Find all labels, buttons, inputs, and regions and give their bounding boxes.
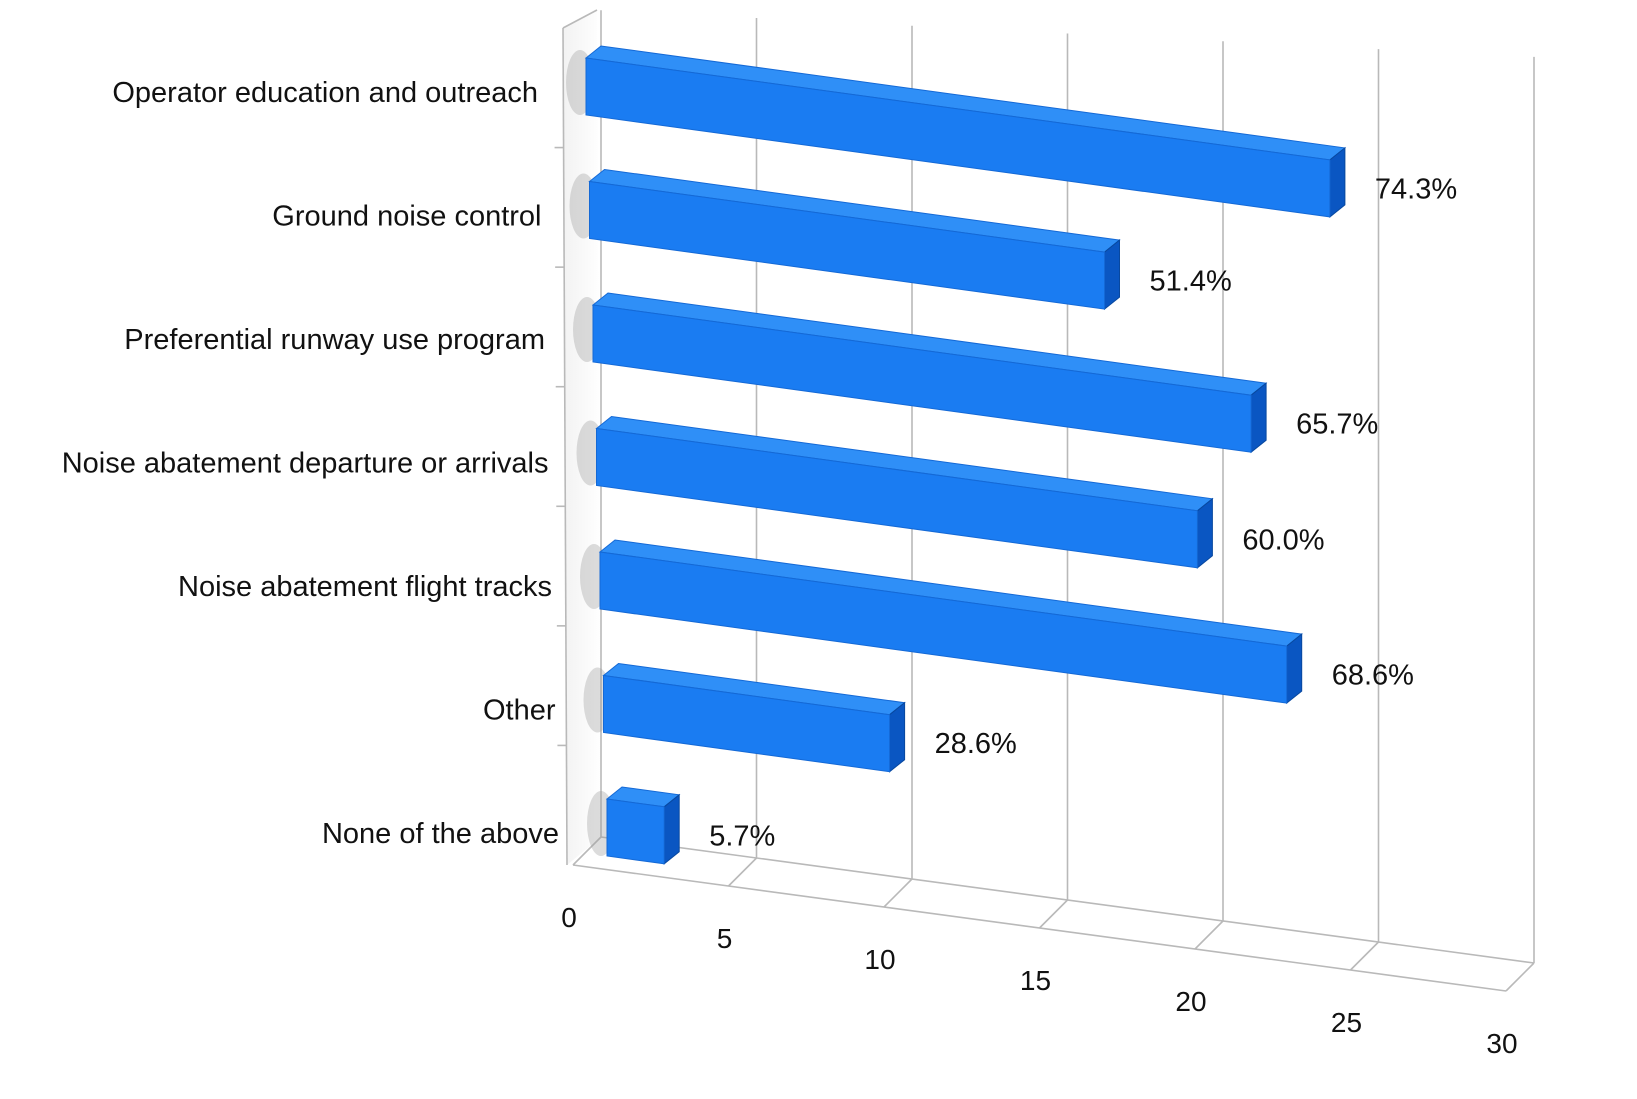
gridline-floor (727, 857, 758, 887)
category-label: Preferential runway use program (124, 324, 545, 356)
data-label: 74.3% (1375, 173, 1457, 205)
x-tick-label: 20 (1175, 986, 1206, 1017)
gridline-floor (1038, 899, 1069, 929)
bar (603, 674, 891, 773)
bar-side (1286, 633, 1303, 705)
bar-side (1104, 239, 1120, 311)
category-axis-line (562, 27, 568, 866)
bar (589, 180, 1105, 310)
x-tick-label: 0 (561, 902, 577, 933)
data-label: 51.4% (1150, 266, 1232, 298)
x-tick-label: 5 (717, 923, 733, 954)
data-label: 60.0% (1242, 524, 1324, 556)
bar-side (1250, 382, 1267, 454)
bar (596, 427, 1198, 569)
data-label: 5.7% (709, 820, 775, 852)
x-tick-label: 10 (864, 944, 895, 975)
bar-side (1329, 146, 1346, 218)
gridline-floor (1505, 962, 1535, 992)
bar (599, 551, 1288, 704)
bar (606, 798, 665, 865)
bar (585, 57, 1331, 218)
category-label: None of the above (322, 818, 559, 850)
gridline-floor (572, 836, 602, 866)
bar-side (663, 793, 680, 865)
data-label: 65.7% (1296, 409, 1378, 441)
category-label: Noise abatement departure or arrivals (62, 448, 549, 480)
data-label: 68.6% (1332, 660, 1414, 692)
wall-top-edge (562, 9, 598, 29)
category-label: Other (483, 695, 556, 727)
x-tick-label: 15 (1020, 965, 1051, 996)
gridline-floor (1349, 941, 1380, 971)
category-label: Operator education and outreach (112, 77, 538, 109)
bar-side (889, 701, 906, 773)
floor-back-edge (600, 836, 1535, 964)
bar (592, 304, 1252, 453)
data-label: 28.6% (935, 728, 1017, 760)
x-tick-label: 25 (1331, 1007, 1362, 1038)
floor-front-edge (572, 864, 1507, 992)
gridline-floor (1194, 920, 1224, 950)
bar-side (1196, 497, 1213, 569)
gridline-floor (883, 878, 913, 908)
category-label: Noise abatement flight tracks (178, 571, 552, 603)
category-label: Ground noise control (272, 201, 541, 233)
x-tick-label: 30 (1486, 1028, 1517, 1059)
